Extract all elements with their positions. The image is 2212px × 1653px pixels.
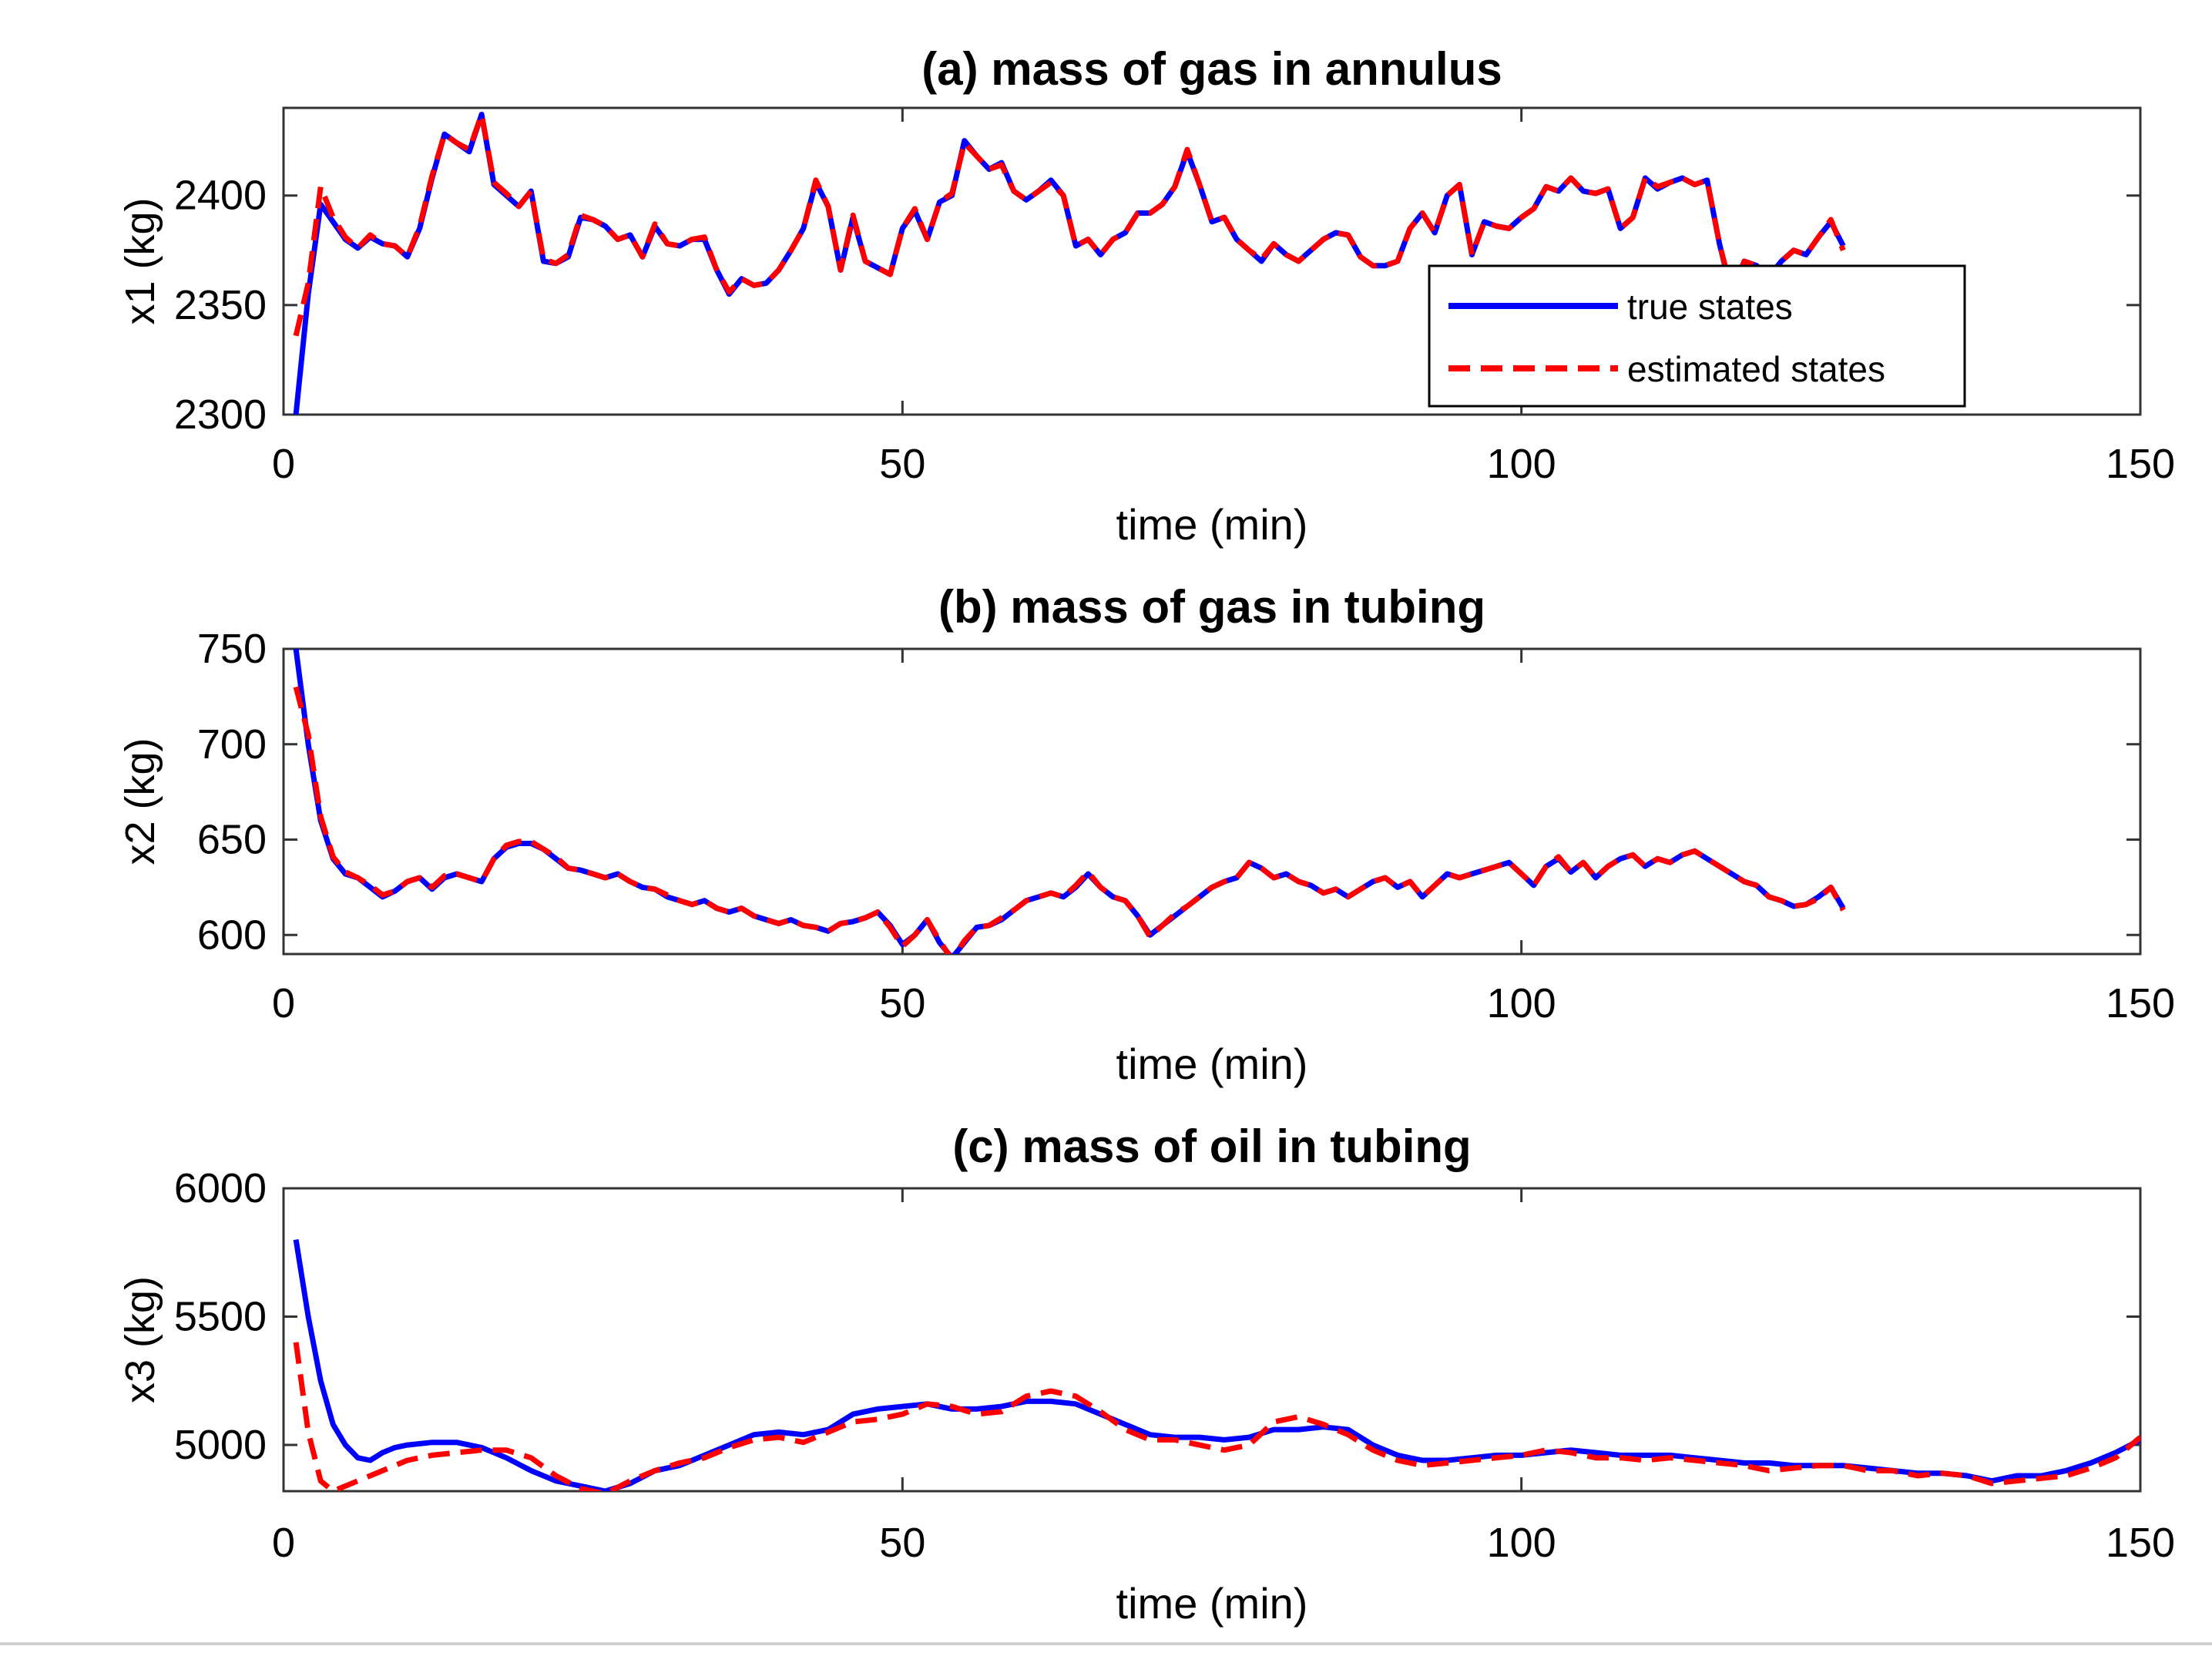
series-line-estimated-states-b: [293, 686, 1846, 954]
panel-title-a: (a) mass of gas in annulus: [921, 43, 1502, 95]
panel-title-b: (b) mass of gas in tubing: [938, 581, 1485, 633]
y-tick-label: 600: [197, 912, 267, 958]
y-axis-label-b: x2 (kg): [117, 737, 163, 865]
axes-box-a: [282, 106, 2142, 416]
x-tick-label: 150: [2106, 1520, 2175, 1566]
x-axis-label-a: time (min): [1116, 500, 1308, 549]
x-tick-label: 100: [1487, 441, 1556, 487]
legend-label-estimated: estimated states: [1627, 349, 1885, 389]
panel-title-c: (c) mass of oil in tubing: [952, 1120, 1471, 1172]
x-tick-label: 0: [272, 980, 295, 1026]
x-axis-label-c: time (min): [1116, 1579, 1308, 1628]
series-line-estimated-states-a: [293, 112, 1846, 337]
y-tick-label: 700: [197, 721, 267, 768]
series-line-estimated-states-c: [293, 1342, 2140, 1491]
y-tick-label: 6000: [174, 1165, 267, 1211]
panel-b: [282, 647, 2142, 956]
panel-c: [282, 1187, 2142, 1493]
panel-a: [282, 106, 2142, 416]
x-tick-label: 150: [2106, 441, 2175, 487]
x-axis-label-b: time (min): [1116, 1040, 1308, 1088]
y-axis-label-a: x1 (kg): [117, 197, 163, 324]
x-tick-label: 50: [879, 980, 925, 1026]
y-tick-label: 2300: [174, 391, 267, 438]
x-tick-label: 50: [879, 441, 925, 487]
x-tick-label: 150: [2106, 980, 2175, 1026]
axes-box-b: [282, 647, 2142, 956]
axes-box-c: [282, 1187, 2142, 1493]
y-tick-label: 5500: [174, 1294, 267, 1340]
legend: true states estimated states: [1428, 264, 1966, 408]
x-tick-label: 100: [1487, 980, 1556, 1026]
x-tick-label: 0: [272, 441, 295, 487]
x-tick-label: 0: [272, 1520, 295, 1566]
y-tick-label: 750: [197, 626, 267, 672]
y-tick-label: 5000: [174, 1422, 267, 1468]
y-tick-label: 2350: [174, 282, 267, 328]
x-tick-label: 50: [879, 1520, 925, 1566]
x-tick-label: 100: [1487, 1520, 1556, 1566]
y-tick-label: 650: [197, 817, 267, 863]
y-axis-label-c: x3 (kg): [117, 1276, 163, 1403]
legend-label-true: true states: [1627, 287, 1793, 327]
legend-box: [1428, 264, 1966, 408]
y-tick-label: 2400: [174, 173, 267, 219]
